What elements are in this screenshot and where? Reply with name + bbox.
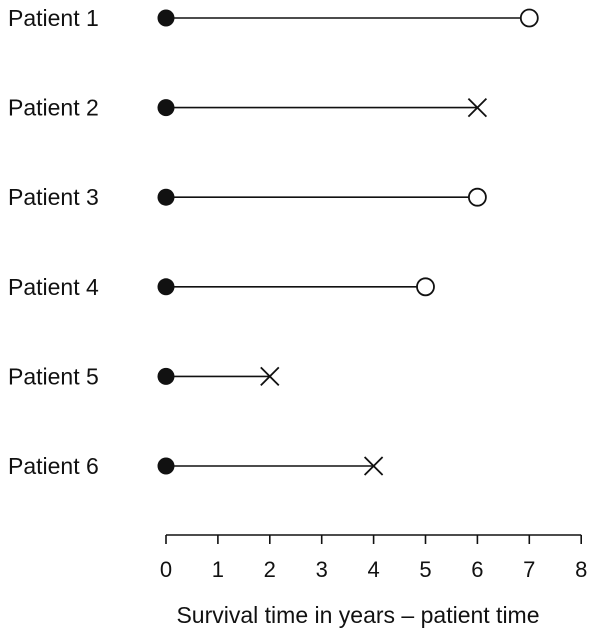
patient-label: Patient 4 <box>8 274 99 300</box>
x-tick-label: 3 <box>316 557 328 582</box>
x-tick-label: 5 <box>419 557 431 582</box>
x-tick-label: 0 <box>160 557 172 582</box>
event-cross-marker <box>260 366 280 387</box>
event-cross-marker <box>467 97 488 118</box>
censored-circle-marker <box>467 187 487 207</box>
patient-row: Patient 1 <box>8 5 539 31</box>
x-tick-label: 6 <box>471 557 483 582</box>
start-marker <box>157 188 175 206</box>
patient-label: Patient 5 <box>8 363 99 389</box>
patient-label: Patient 6 <box>8 453 99 479</box>
x-tick-label: 4 <box>367 557 379 582</box>
patient-row: Patient 3 <box>8 184 487 210</box>
patient-row: Patient 5 <box>8 363 280 389</box>
start-marker <box>157 278 175 296</box>
start-marker <box>157 99 175 117</box>
x-axis-title: Survival time in years – patient time <box>176 602 539 628</box>
x-axis-ticks: 0 1 2 3 4 5 6 7 8 <box>160 535 587 582</box>
start-marker <box>157 457 175 475</box>
x-tick-label: 2 <box>264 557 276 582</box>
patient-label: Patient 3 <box>8 184 99 210</box>
cross-stroke <box>363 456 384 476</box>
x-tick-label: 1 <box>212 557 224 582</box>
x-tick-label: 7 <box>523 557 535 582</box>
cross-stroke <box>467 97 488 118</box>
censored-circle-marker <box>519 8 539 28</box>
start-marker <box>157 367 175 385</box>
x-axis: 0 1 2 3 4 5 6 7 8 <box>160 534 587 582</box>
cross-stroke <box>260 366 280 387</box>
event-cross-marker <box>363 456 384 476</box>
x-tick-label: 8 <box>575 557 587 582</box>
patient-row: Patient 2 <box>8 95 488 121</box>
start-marker <box>157 9 175 27</box>
patient-label: Patient 2 <box>8 95 99 121</box>
patient-rows: Patient 1 Patient 2 Patient 3 Patient 4 Pati… <box>8 5 539 479</box>
patient-label: Patient 1 <box>8 5 99 31</box>
patient-row: Patient 6 <box>8 453 384 479</box>
censored-circle-marker <box>416 277 435 297</box>
patient-row: Patient 4 <box>8 274 435 300</box>
